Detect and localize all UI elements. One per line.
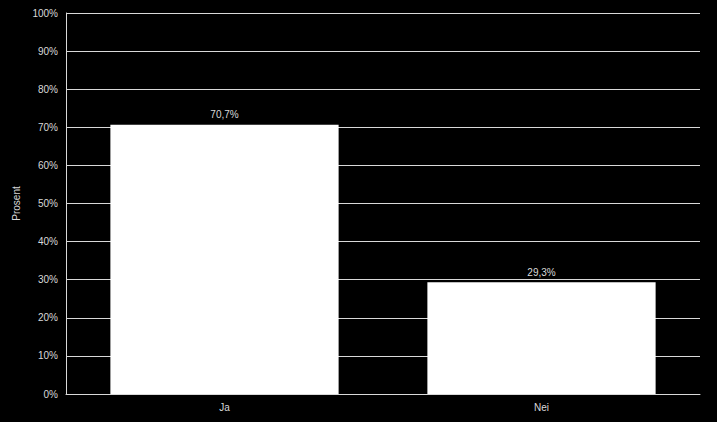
- svg-text:70,7%: 70,7%: [210, 109, 238, 120]
- svg-text:50%: 50%: [38, 198, 58, 209]
- svg-text:Nei: Nei: [534, 402, 549, 413]
- svg-text:30%: 30%: [38, 274, 58, 285]
- svg-text:90%: 90%: [38, 46, 58, 57]
- svg-text:20%: 20%: [38, 312, 58, 323]
- svg-text:40%: 40%: [38, 236, 58, 247]
- svg-text:29,3%: 29,3%: [527, 267, 555, 278]
- svg-text:Ja: Ja: [219, 402, 230, 413]
- svg-text:60%: 60%: [38, 160, 58, 171]
- svg-text:70%: 70%: [38, 122, 58, 133]
- svg-text:Prosent: Prosent: [11, 186, 22, 221]
- svg-text:0%: 0%: [44, 389, 59, 400]
- svg-text:10%: 10%: [38, 350, 58, 361]
- svg-text:80%: 80%: [38, 84, 58, 95]
- svg-text:100%: 100%: [32, 8, 58, 19]
